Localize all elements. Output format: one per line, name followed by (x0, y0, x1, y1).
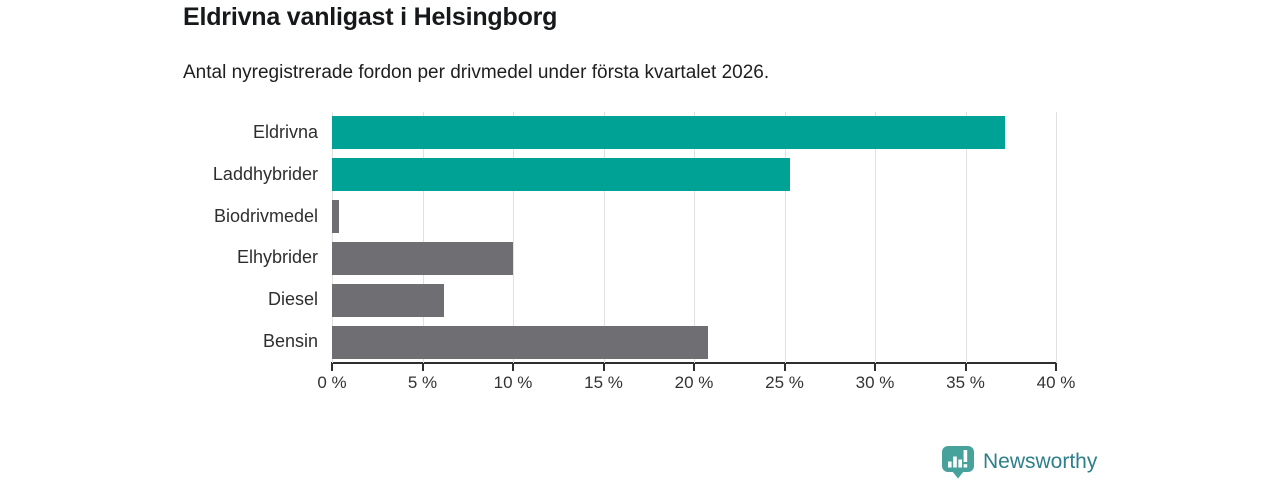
tick-label-15: 15 % (584, 373, 623, 392)
chart-subtitle: Antal nyregistrerade fordon per drivmede… (183, 62, 770, 83)
tick-mark-10 (512, 364, 514, 371)
newsworthy-logo: Newsworthy (941, 445, 1097, 479)
plot-area (332, 112, 1057, 363)
x-axis-line (331, 362, 1057, 364)
tick-label-20: 20 % (674, 373, 714, 392)
tick-mark-5 (421, 364, 424, 371)
tick-mark-40 (1055, 364, 1057, 371)
category-label-elhybrider: Elhybrider (236, 247, 318, 268)
gridline-20 (694, 112, 695, 363)
bar-biodrivmedel (332, 200, 340, 234)
bar-bensin (332, 325, 709, 359)
bar-eldrivna (332, 116, 1006, 150)
category-label-biodrivmedel: Biodrivmedel (213, 205, 318, 226)
bar-diesel (332, 283, 445, 317)
tick-label-40: 40 % (1036, 373, 1076, 392)
category-label-diesel: Diesel (267, 289, 318, 310)
tick-label-30: 30 % (855, 373, 895, 392)
chart-title: Eldrivna vanligast i Helsingborg (183, 3, 558, 31)
tick-mark-15 (602, 364, 605, 371)
gridline-25 (784, 112, 786, 363)
gridline-40 (1056, 112, 1057, 363)
tick-mark-25 (783, 364, 786, 371)
tick-label-10: 10 % (493, 373, 533, 392)
category-label-eldrivna: Eldrivna (252, 121, 318, 142)
tick-label-35: 35 % (946, 373, 985, 392)
tick-label-25: 25 % (765, 373, 804, 392)
tick-mark-20 (693, 364, 695, 371)
bar-elhybrider (332, 241, 513, 275)
gridline-15 (603, 112, 605, 363)
tick-mark-35 (964, 364, 967, 371)
newsworthy-wordmark: Newsworthy (983, 450, 1098, 473)
gridline-35 (965, 112, 967, 363)
tick-label-0: 0 % (317, 373, 347, 392)
tick-label-5: 5 % (407, 373, 438, 392)
bar-laddhybrider (332, 158, 790, 192)
gridline-30 (875, 112, 876, 363)
gridline-5 (422, 112, 424, 363)
newsworthy-bar-chart-pin-icon (942, 446, 974, 479)
gridline-0 (332, 112, 333, 363)
category-label-bensin: Bensin (262, 331, 318, 352)
tick-mark-30 (874, 364, 876, 371)
category-label-laddhybrider: Laddhybrider (212, 163, 318, 184)
tick-mark-0 (331, 364, 333, 371)
gridline-10 (513, 112, 514, 363)
